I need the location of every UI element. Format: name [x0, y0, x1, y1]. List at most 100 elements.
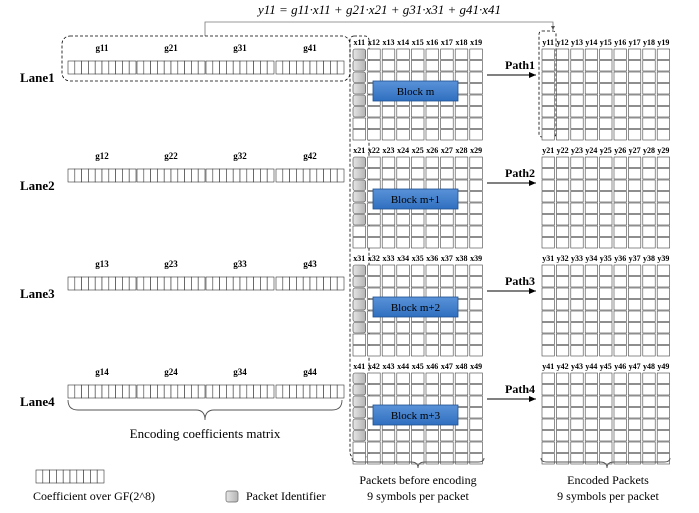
coef-cell — [239, 384, 248, 399]
block-box — [372, 80, 459, 102]
encoded-cell — [613, 299, 627, 311]
encoded-cell — [556, 395, 570, 407]
coef-cell — [163, 276, 172, 291]
x-col-label: x21 — [353, 146, 365, 155]
coef-cell — [157, 276, 165, 291]
packet-cell — [454, 106, 469, 118]
packet-cell — [469, 94, 483, 106]
encoded-cell — [570, 202, 584, 214]
encoded-cell — [541, 407, 555, 419]
coef-cell — [163, 168, 172, 183]
encoded-cell — [541, 287, 555, 299]
y-col-label: y44 — [585, 362, 597, 371]
packet-cell — [352, 129, 366, 141]
encoded-cell — [584, 264, 598, 276]
encoded-cell — [584, 345, 598, 357]
packet-cell — [454, 179, 469, 191]
y-col-label: y24 — [585, 146, 597, 155]
encoded-cell — [628, 430, 642, 442]
encoded-cell — [656, 83, 670, 95]
packet-cell — [425, 156, 439, 168]
packets-before-caption-1: Packets before encoding — [359, 473, 476, 487]
encoded-cell — [656, 179, 670, 191]
encoded-cell — [556, 129, 570, 141]
encoded-cell — [642, 310, 656, 322]
encoded-cell — [642, 395, 656, 407]
encoded-cell — [570, 310, 584, 322]
packet-cell — [440, 345, 454, 357]
encoded-cell — [599, 384, 613, 396]
encoded-cell — [642, 264, 656, 276]
x-col-label: x43 — [383, 362, 395, 371]
packet-cell — [454, 60, 469, 72]
packet-identifier-cell — [352, 430, 366, 442]
encoded-cell — [613, 372, 627, 384]
packet-cell — [396, 225, 410, 237]
legend-coef-cell — [35, 469, 44, 484]
packet-cell — [411, 225, 425, 237]
packet-cell — [411, 106, 425, 118]
coef-cell — [336, 168, 345, 183]
block-box — [372, 188, 459, 210]
coef-cell — [108, 168, 116, 183]
encoded-cell — [541, 83, 555, 95]
packet-cell — [440, 106, 454, 118]
packet-cell — [425, 129, 439, 141]
encoded-cell — [656, 71, 670, 83]
y-col-label: y41 — [542, 362, 554, 371]
encoded-cell — [656, 48, 670, 60]
coef-cell — [115, 276, 123, 291]
encoded-cell — [556, 48, 570, 60]
encoded-cell — [584, 179, 598, 191]
packet-cell — [396, 276, 410, 288]
coef-cell — [336, 60, 345, 75]
legend-coef-cell — [69, 469, 78, 484]
packet-cell — [469, 60, 483, 72]
coef-cell — [197, 276, 206, 291]
coef-cell — [94, 168, 103, 183]
coef-cell — [157, 384, 165, 399]
y-col-label: y28 — [643, 146, 655, 155]
coef-cell — [197, 384, 206, 399]
coef-cell — [128, 60, 137, 75]
coef-cell — [226, 168, 234, 183]
packet-cell — [440, 441, 454, 453]
packet-cell — [381, 345, 396, 357]
coef-group: g21 — [136, 43, 206, 75]
encoded-cell — [541, 94, 555, 106]
coef-cell — [239, 168, 248, 183]
coef-cell — [184, 60, 192, 75]
x-col-label: x46 — [426, 362, 438, 371]
encoded-cell — [656, 94, 670, 106]
encoded-cell — [613, 407, 627, 419]
packet-cell — [411, 384, 425, 396]
coef-group: g43 — [275, 259, 345, 291]
encoded-cell — [570, 453, 584, 465]
x-col-label: x38 — [456, 254, 468, 263]
packet-identifier-cell — [352, 94, 366, 106]
packet-identifier-cell — [352, 322, 366, 334]
packet-cell — [469, 299, 483, 311]
coef-cell — [212, 384, 220, 399]
encoded-cell — [613, 117, 627, 129]
encoded-cell — [613, 418, 627, 430]
packet-cell — [367, 48, 381, 60]
packet-cell — [454, 156, 469, 168]
x-col-label: x34 — [397, 254, 409, 263]
packet-cell — [367, 333, 381, 345]
coef-cell — [246, 384, 254, 399]
x-col-label: x37 — [441, 254, 453, 263]
coef-cell — [67, 384, 76, 399]
y-col-label: y18 — [643, 38, 655, 47]
packet-cell — [454, 322, 469, 334]
encoded-cell — [599, 106, 613, 118]
encoded-cell — [628, 179, 642, 191]
packet-cell — [411, 60, 425, 72]
packet-cell — [381, 276, 396, 288]
encoded-cell — [570, 418, 584, 430]
encoded-cell — [570, 225, 584, 237]
coef-cell — [184, 384, 192, 399]
packet-cell — [454, 276, 469, 288]
packet-cell — [454, 225, 469, 237]
